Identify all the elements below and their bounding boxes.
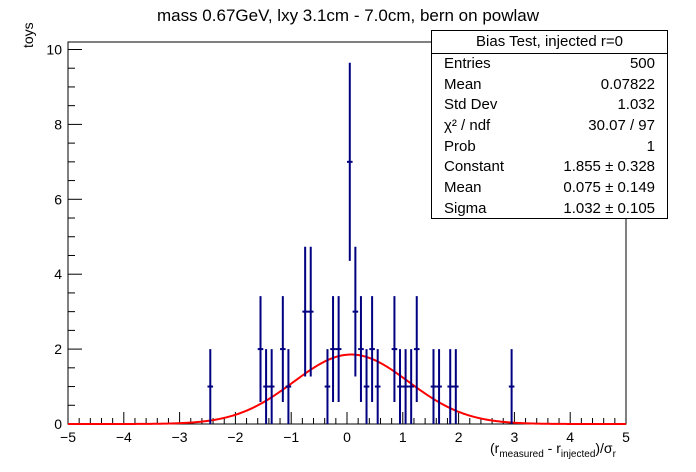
stats-row-value: 0.075 ± 0.149 [563,179,655,197]
x-tick-label: −5 [60,429,76,445]
stats-rows: Entries 500 Mean 0.07822 Std Dev 1.032 χ² / nd… [432,54,667,220]
xlabel-open: (r [490,440,500,456]
data-point [257,296,264,403]
xlabel-injected-sub: injected [560,448,596,460]
data-point [436,349,442,424]
data-point [453,349,459,424]
chart-title: mass 0.67GeV, lxy 3.1cm - 7.0cm, bern on… [156,6,540,25]
stats-row: Mean 0.075 ± 0.149 [432,178,667,199]
data-point [358,296,364,403]
xlabel-r-sub: r [612,448,616,460]
stats-row-label: Constant [444,158,505,176]
data-point [207,349,214,424]
x-tick-label: 2 [455,429,463,445]
stats-row-label: Prob [444,137,476,155]
stats-row-value: 500 [629,55,655,72]
stats-row-label: Entries [444,55,491,72]
stats-row-value: 1.032 [617,96,655,114]
y-axis-label: toys [20,22,36,48]
stats-row: Constant 1.855 ± 0.328 [432,157,667,178]
x-tick-label: 3 [511,429,519,445]
x-tick-label: 1 [399,429,407,445]
stats-row: Entries 500 [432,54,667,75]
data-point [307,246,314,377]
y-tick-label: 0 [54,416,62,432]
y-tick-label: 6 [54,191,62,207]
gaussian-fit-line [68,353,626,425]
stats-row-label: Sigma [444,199,487,217]
data-point [397,349,403,424]
data-point [447,349,454,424]
data-point [391,296,398,403]
x-tick-label: −3 [172,429,188,445]
data-point [402,349,409,424]
stats-row-label: Std Dev [444,96,498,114]
stats-row-value: 0.07822 [600,75,655,93]
data-point [335,296,342,403]
data-point [263,349,269,424]
stats-row: Mean 0.07822 [432,75,667,96]
data-point [413,296,420,403]
stats-row-label: Mean [444,179,482,197]
xlabel-minus: - r [543,440,561,456]
x-tick-label: −4 [116,429,132,445]
stats-row: Sigma 1.032 ± 0.105 [432,199,667,220]
x-tick-label: 5 [622,429,630,445]
stats-row-value: 30.07 / 97 [588,117,655,135]
data-point [268,349,275,424]
stats-row: Std Dev 1.032 [432,95,667,116]
x-tick-label: −1 [283,429,299,445]
stats-row: Prob 1 [432,137,667,158]
data-point [347,62,353,261]
stats-row: χ² / ndf 30.07 / 97 [432,116,667,137]
x-tick-label: 4 [566,429,574,445]
stats-row-value: 1 [646,137,655,155]
data-point [302,246,308,377]
data-point [330,296,336,403]
stats-box-title: Bias Test, injected r=0 [432,31,667,54]
data-point [408,349,414,424]
data-point [352,246,359,377]
stats-row-value: 1.855 ± 0.328 [563,158,655,176]
stats-row-label: χ² / ndf [444,117,491,135]
y-tick-label: 2 [54,341,62,357]
xlabel-close: )/σ [595,440,613,456]
data-point [285,349,292,424]
data-point [369,296,375,403]
y-tick-label: 8 [54,116,62,132]
x-tick-label: −2 [227,429,243,445]
stats-row-value: 1.032 ± 0.105 [563,199,655,217]
y-tick-label: 10 [46,41,62,57]
data-point [430,349,437,424]
axes: −5 −4 −3 −2 −1 0 1 2 3 4 5 0 2 4 6 8 10 [46,41,630,445]
fit-curve [68,353,626,425]
data-points [207,62,515,424]
x-tick-label: 0 [343,429,351,445]
data-point [324,349,331,424]
data-point [508,349,515,424]
data-point [374,349,381,424]
x-axis-label: (rmeasured - rinjected)/σr [490,440,616,460]
xlabel-measured-sub: measured [499,448,544,460]
stats-box: Bias Test, injected r=0 Entries 500 Mean 0.… [431,30,668,219]
data-point [280,296,286,403]
data-point [363,349,370,424]
y-tick-label: 4 [54,266,62,282]
stats-row-label: Mean [444,75,482,93]
